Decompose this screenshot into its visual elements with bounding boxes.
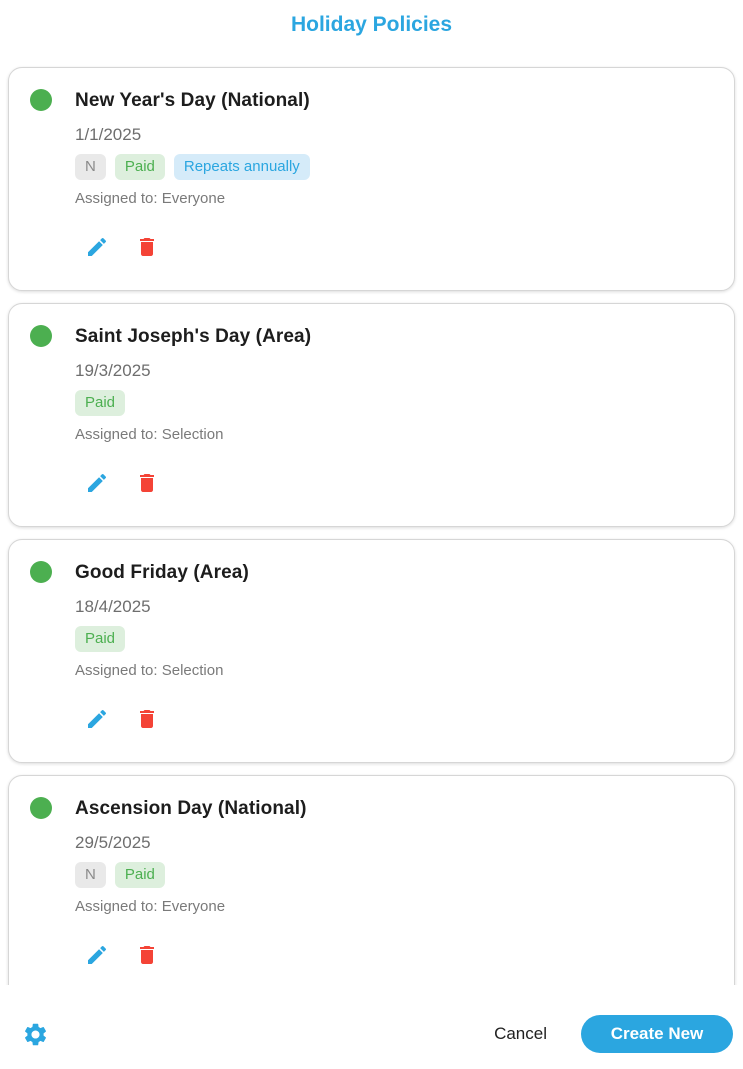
create-new-button[interactable]: Create New: [581, 1015, 733, 1053]
assigned-to-label: Assigned to: Selection: [75, 426, 224, 443]
policy-date: 29/5/2025: [75, 833, 151, 852]
policy-list: New Year's Day (National) 1/1/2025 N Paid…: [0, 67, 743, 999]
policy-card-body: Saint Joseph's Day (Area) 19/3/2025 Paid…: [75, 324, 311, 526]
status-dot-icon: [30, 561, 52, 583]
pencil-icon: [85, 235, 109, 259]
badge-row: Paid: [75, 390, 126, 416]
status-dot-icon: [30, 89, 52, 111]
gear-icon: [22, 1021, 49, 1048]
delete-button[interactable]: [135, 471, 159, 495]
badge-green: Paid: [75, 390, 126, 416]
badge-gray: N: [75, 862, 106, 888]
card-actions: [85, 235, 159, 259]
card-actions: [85, 471, 159, 495]
pencil-icon: [85, 707, 109, 731]
trash-icon: [135, 707, 159, 731]
policy-name: Saint Joseph's Day (Area): [75, 326, 312, 347]
trash-icon: [135, 943, 159, 967]
footer-bar: Cancel Create New: [0, 985, 743, 1069]
edit-button[interactable]: [85, 943, 109, 967]
trash-icon: [135, 235, 159, 259]
policy-card: Good Friday (Area) 18/4/2025 Paid Assign…: [8, 539, 735, 763]
policy-card-body: Ascension Day (National) 29/5/2025 N Paid…: [75, 796, 307, 998]
policy-date: 1/1/2025: [75, 125, 142, 144]
policy-card-body: New Year's Day (National) 1/1/2025 N Paid…: [75, 88, 310, 290]
badge-gray: N: [75, 154, 106, 180]
edit-button[interactable]: [85, 235, 109, 259]
badge-row: Paid: [75, 626, 126, 652]
policy-card: Ascension Day (National) 29/5/2025 N Paid…: [8, 775, 735, 999]
edit-button[interactable]: [85, 471, 109, 495]
pencil-icon: [85, 943, 109, 967]
badge-green: Paid: [75, 626, 126, 652]
edit-button[interactable]: [85, 707, 109, 731]
policy-card: Saint Joseph's Day (Area) 19/3/2025 Paid…: [8, 303, 735, 527]
delete-button[interactable]: [135, 235, 159, 259]
policy-date: 19/3/2025: [75, 361, 151, 380]
assigned-to-label: Assigned to: Everyone: [75, 190, 226, 207]
policy-card-body: Good Friday (Area) 18/4/2025 Paid Assign…: [75, 560, 249, 762]
badge-row: N Paid Repeats annually: [75, 154, 310, 180]
page-title: Holiday Policies: [290, 13, 453, 36]
policy-name: New Year's Day (National): [75, 90, 310, 111]
policy-card: New Year's Day (National) 1/1/2025 N Paid…: [8, 67, 735, 291]
status-dot-icon: [30, 797, 52, 819]
trash-icon: [135, 471, 159, 495]
policy-name: Ascension Day (National): [75, 798, 307, 819]
policy-date: 18/4/2025: [75, 597, 151, 616]
badge-green: Paid: [114, 862, 165, 888]
badge-row: N Paid: [75, 862, 165, 888]
delete-button[interactable]: [135, 707, 159, 731]
settings-button[interactable]: [21, 1020, 49, 1048]
badge-blue: Repeats annually: [173, 154, 310, 180]
assigned-to-label: Assigned to: Everyone: [75, 898, 226, 915]
policy-name: Good Friday (Area): [75, 562, 249, 583]
card-actions: [85, 707, 159, 731]
assigned-to-label: Assigned to: Selection: [75, 662, 224, 679]
status-dot-icon: [30, 325, 52, 347]
footer-actions: Cancel Create New: [494, 1015, 733, 1053]
cancel-button[interactable]: Cancel: [494, 1024, 547, 1043]
badge-green: Paid: [114, 154, 165, 180]
card-actions: [85, 943, 159, 967]
pencil-icon: [85, 471, 109, 495]
delete-button[interactable]: [135, 943, 159, 967]
